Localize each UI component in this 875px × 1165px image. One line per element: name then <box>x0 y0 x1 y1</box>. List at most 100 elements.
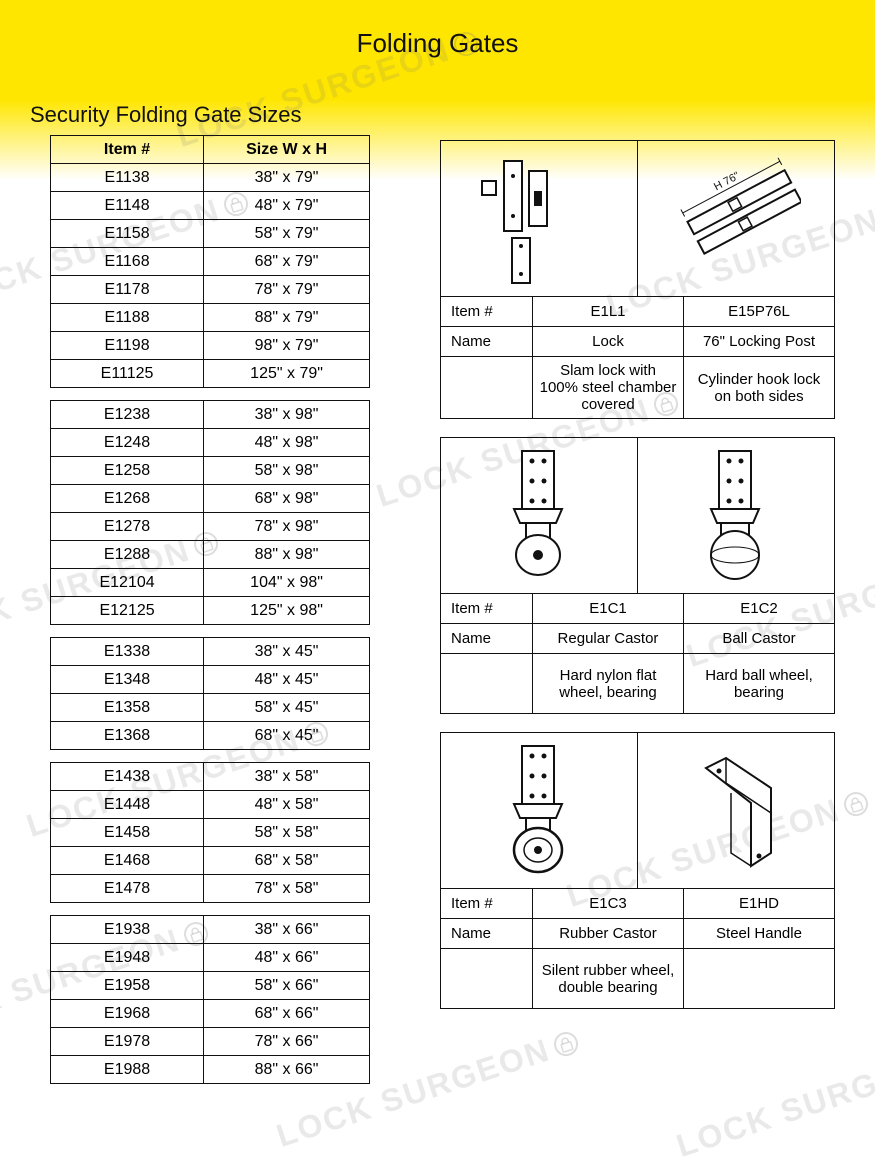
row-label-name: Name <box>441 326 533 356</box>
part-name: Rubber Castor <box>533 918 684 948</box>
item-cell: E1138 <box>51 164 204 192</box>
table-row: E113838" x 79" <box>51 164 370 192</box>
part-block: Item #E1L1E15P76L NameLock76" Locking Pos… <box>440 140 835 419</box>
size-cell: 38" x 58" <box>204 763 370 791</box>
part-name: Lock <box>533 326 684 356</box>
row-label-name: Name <box>441 918 533 948</box>
part-image-cell <box>441 733 638 888</box>
part-name: 76" Locking Post <box>684 326 834 356</box>
item-cell: E1248 <box>51 429 204 457</box>
handle-icon <box>671 738 801 883</box>
lock-icon <box>474 146 604 291</box>
table-row: E11125125" x 79" <box>51 360 370 388</box>
item-cell: E1258 <box>51 457 204 485</box>
table-row: E133838" x 45" <box>51 638 370 666</box>
table-row: E136868" x 45" <box>51 722 370 750</box>
size-cell: 58" x 66" <box>204 972 370 1000</box>
size-cell: 125" x 98" <box>204 597 370 625</box>
part-desc: Slam lock with 100% steel chamber covere… <box>533 356 684 418</box>
item-cell: E1978 <box>51 1028 204 1056</box>
item-cell: E1338 <box>51 638 204 666</box>
size-cell: 68" x 66" <box>204 1000 370 1028</box>
part-desc: Hard nylon flat wheel, bearing <box>533 653 684 713</box>
item-cell: E1348 <box>51 666 204 694</box>
item-cell: E11125 <box>51 360 204 388</box>
part-desc: Hard ball wheel, bearing <box>684 653 834 713</box>
table-row: E146868" x 58" <box>51 847 370 875</box>
item-cell: E1458 <box>51 819 204 847</box>
item-cell: E1198 <box>51 332 204 360</box>
part-name: Steel Handle <box>684 918 834 948</box>
table-row: E118888" x 79" <box>51 304 370 332</box>
part-block: Item #E1C1E1C2NameRegular CastorBall Cas… <box>440 437 835 714</box>
part-image-cell <box>638 733 834 888</box>
table-row: E127878" x 98" <box>51 513 370 541</box>
part-image-cell <box>638 438 834 593</box>
part-desc <box>684 948 834 1008</box>
size-cell: 88" x 66" <box>204 1056 370 1084</box>
row-label-desc <box>441 356 533 418</box>
item-cell: E1358 <box>51 694 204 722</box>
item-cell: E1238 <box>51 401 204 429</box>
table-row: E195858" x 66" <box>51 972 370 1000</box>
item-cell: E1148 <box>51 192 204 220</box>
castor-flat-icon <box>474 443 604 588</box>
table-row: E135858" x 45" <box>51 694 370 722</box>
size-cell: 78" x 98" <box>204 513 370 541</box>
table-row: E126868" x 98" <box>51 485 370 513</box>
part-desc: Cylinder hook lock on both sides <box>684 356 834 418</box>
row-label-desc <box>441 653 533 713</box>
row-label-item: Item # <box>441 593 533 623</box>
size-table: E193838" x 66"E194848" x 66"E195858" x 6… <box>50 915 370 1084</box>
castor-rubber-icon <box>474 738 604 883</box>
row-label-item: Item # <box>441 296 533 326</box>
table-row: E115858" x 79" <box>51 220 370 248</box>
size-cell: 68" x 79" <box>204 248 370 276</box>
part-item-no: E15P76L <box>684 296 834 326</box>
row-label-desc <box>441 948 533 1008</box>
table-row: E134848" x 45" <box>51 666 370 694</box>
part-name: Regular Castor <box>533 623 684 653</box>
size-cell: 38" x 79" <box>204 164 370 192</box>
item-cell: E1938 <box>51 916 204 944</box>
part-image-cell <box>441 141 638 296</box>
table-row: E144848" x 58" <box>51 791 370 819</box>
part-item-no: E1C2 <box>684 593 834 623</box>
size-cell: 68" x 98" <box>204 485 370 513</box>
table-row: E12104104" x 98" <box>51 569 370 597</box>
table-row: E143838" x 58" <box>51 763 370 791</box>
part-name: Ball Castor <box>684 623 834 653</box>
table-row: E12125125" x 98" <box>51 597 370 625</box>
item-cell: E1968 <box>51 1000 204 1028</box>
size-cell: 98" x 79" <box>204 332 370 360</box>
table-row: E114848" x 79" <box>51 192 370 220</box>
size-cell: 68" x 45" <box>204 722 370 750</box>
size-cell: 125" x 79" <box>204 360 370 388</box>
table-row: E128888" x 98" <box>51 541 370 569</box>
col-header-item: Item # <box>51 136 204 164</box>
size-cell: 68" x 58" <box>204 847 370 875</box>
item-cell: E1368 <box>51 722 204 750</box>
size-cell: 48" x 66" <box>204 944 370 972</box>
item-cell: E1948 <box>51 944 204 972</box>
size-cell: 88" x 98" <box>204 541 370 569</box>
item-cell: E1168 <box>51 248 204 276</box>
row-label-item: Item # <box>441 888 533 918</box>
size-cell: 78" x 58" <box>204 875 370 903</box>
size-cell: 78" x 79" <box>204 276 370 304</box>
size-cell: 48" x 98" <box>204 429 370 457</box>
table-row: E116868" x 79" <box>51 248 370 276</box>
item-cell: E12125 <box>51 597 204 625</box>
part-item-no: E1L1 <box>533 296 684 326</box>
size-cell: 88" x 79" <box>204 304 370 332</box>
item-cell: E1278 <box>51 513 204 541</box>
item-cell: E1268 <box>51 485 204 513</box>
col-header-size: Size W x H <box>204 136 370 164</box>
item-cell: E12104 <box>51 569 204 597</box>
item-cell: E1178 <box>51 276 204 304</box>
post-icon <box>671 146 801 291</box>
size-table: E143838" x 58"E144848" x 58"E145858" x 5… <box>50 762 370 903</box>
watermark: LOCK SURGEON <box>672 1032 875 1165</box>
size-cell: 48" x 58" <box>204 791 370 819</box>
table-row: E147878" x 58" <box>51 875 370 903</box>
